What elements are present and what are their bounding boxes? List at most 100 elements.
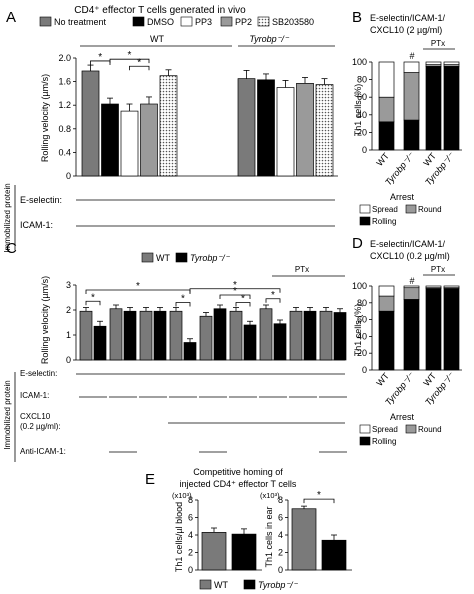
- panel-e-ear-y-tick-label: 6: [278, 513, 283, 523]
- panel-e-blood-chart: 0 2 4 6 8: [188, 495, 262, 575]
- panel-c-legend-swatch-wt: [141, 252, 154, 263]
- panel-d-stacked-segment: [425, 288, 442, 371]
- panel-e-ylabel-right: Th1 cells in ear: [264, 506, 274, 567]
- panel-a-significance-star: *: [128, 50, 132, 61]
- panel-c-bar: [303, 310, 317, 361]
- panel-d-y-tick-label: 80: [357, 298, 367, 308]
- legend-swatch-pp3: [180, 16, 193, 27]
- panel-a-row-eselectin: E-selectin:: [20, 195, 62, 205]
- panel-d-legend-swatch-spread: [359, 424, 371, 434]
- panel-e-ear-y-tick-label: 0: [278, 565, 283, 575]
- panel-a-significance-star: *: [98, 52, 102, 63]
- panel-b-hash: #: [409, 51, 414, 61]
- panel-a-y-tick-label: 0: [66, 171, 71, 181]
- panel-c-bar: [319, 310, 333, 361]
- panel-b-y-tick-label: 60: [357, 92, 367, 102]
- panel-b-legend-swatch-rolling: [359, 216, 371, 226]
- panel-d-stacked-segment: [403, 285, 420, 289]
- panel-c-bar: [79, 310, 93, 361]
- panel-a-group-wt: WT: [150, 34, 164, 44]
- panel-c-bar: [273, 323, 287, 361]
- panel-a-y-tick-label: 0.8: [58, 124, 71, 134]
- panel-d-stacked-segment: [378, 285, 395, 297]
- panel-d-legend-rolling: Rolling: [372, 437, 396, 446]
- panel-e-ear-significance-star: *: [317, 490, 321, 501]
- panel-e-legend-ko: Tyrobp⁻/⁻: [258, 580, 299, 590]
- panel-a-label: A: [6, 9, 16, 26]
- panel-d-y-tick-label: 60: [357, 315, 367, 325]
- panel-c-row-cxcl10-1: CXCL10: [20, 412, 51, 421]
- panel-e-blood-y-tick-label: 8: [188, 495, 193, 505]
- panel-a-ylabel: Rolling velocity (µm/s): [40, 74, 50, 162]
- panel-b-legend: Spread Round Rolling: [359, 204, 442, 226]
- panel-b-stacked-segment: [378, 96, 395, 123]
- panel-b-stacked-segment: [403, 72, 420, 121]
- panel-b-y-tick-label: 0: [362, 145, 367, 155]
- legend-pp3: PP3: [195, 17, 212, 27]
- panel-a-bar: [101, 103, 119, 177]
- panel-b-title-1: E-selectin/ICAM-1/: [370, 13, 446, 23]
- panel-c-significance-star: *: [136, 281, 140, 292]
- panel-b-x-tick-label: WT: [374, 150, 391, 168]
- panel-d-legend-spread: Spread: [372, 425, 398, 434]
- panel-a-bar: [257, 79, 275, 177]
- panel-c-y-tick-label: 0: [66, 355, 71, 365]
- panel-c-label: C: [6, 240, 17, 257]
- panel-e-blood-bar: [231, 533, 257, 571]
- panel-e-ear-y-tick-label: 8: [278, 495, 283, 505]
- panel-c-immobilized-label: Immobilized protein: [3, 380, 12, 449]
- panel-e-title-2: injected CD4⁺ effector T cells: [180, 479, 297, 489]
- panel-c-significance-bracket: [219, 294, 251, 299]
- panel-a-significance-bracket: [129, 65, 150, 71]
- panel-a-bar: [120, 110, 139, 177]
- panel-d-stacked-segment: [403, 299, 420, 371]
- panel-b-y-tick-label: 100: [352, 57, 367, 67]
- panel-b-stacked-segment: [443, 61, 460, 65]
- panel-c-bar: [229, 310, 243, 361]
- panel-e-label: E: [145, 471, 155, 488]
- panel-c-bar: [183, 342, 197, 361]
- panel-d-arrest: Arrest: [390, 412, 415, 422]
- panel-d-x-tick-label: WT: [374, 370, 391, 388]
- panel-e-blood-y-tick-label: 4: [188, 530, 193, 540]
- panel-d-y-tick-label: 40: [357, 331, 367, 341]
- panel-b-legend-swatch-round: [405, 204, 417, 214]
- panel-c-legend-swatch-ko: [175, 252, 188, 263]
- panel-a-group-ko: Tyrobp⁻/⁻: [249, 34, 290, 44]
- panel-c-significance-bracket: [235, 302, 251, 307]
- panel-c-row-eselectin: E-selectin:: [20, 369, 57, 378]
- legend-dmso: DMSO: [147, 17, 174, 27]
- panel-b-stacked-segment: [425, 61, 442, 65]
- panel-e-ear-bar: [291, 508, 317, 571]
- panel-c-legend-ko: Tyrobp⁻/⁻: [190, 253, 231, 263]
- panel-d-stacked-segment: [425, 285, 442, 289]
- panel-a-chart: 0 0.4 0.8 1.2 1.6 2.0 * * *: [58, 50, 338, 181]
- panel-e-blood-y-tick-label: 2: [188, 548, 193, 558]
- panel-e-blood-bar: [201, 532, 227, 571]
- panel-c-bar: [213, 308, 227, 361]
- panel-e-left-multiplier: (x10³): [172, 491, 192, 500]
- panel-d-legend: Spread Round Rolling: [359, 424, 442, 446]
- panel-a-bar: [237, 78, 256, 177]
- panel-b-stacked-segment: [403, 119, 420, 151]
- panel-a-y-tick-label: 0.4: [58, 147, 71, 157]
- panel-c-significance-star: *: [181, 294, 185, 305]
- panel-c-bar: [109, 308, 123, 361]
- panel-a-bar: [159, 75, 178, 177]
- panel-a-bar: [296, 83, 314, 177]
- panel-c-legend-wt: WT: [156, 253, 170, 263]
- panel-c-y-tick-label: 1: [66, 330, 71, 340]
- panel-a-bar: [276, 87, 295, 177]
- panel-c-significance-star: *: [271, 290, 275, 301]
- panel-e-blood-y-tick-label: 6: [188, 513, 193, 523]
- panel-b-stacked-segment: [443, 66, 460, 151]
- panel-b-stacked-segment: [403, 61, 420, 73]
- panel-e-ylabel-left: Th1 cells/µl blood: [174, 502, 184, 572]
- panel-e-ear-y-tick-label: 4: [278, 530, 283, 540]
- panel-b-stacked-segment: [378, 61, 395, 98]
- panel-c-ptx: PTx: [295, 265, 309, 274]
- panel-c-bar: [153, 310, 167, 361]
- panel-b-y-tick-label: 40: [357, 110, 367, 120]
- legend-swatch-dmso: [132, 16, 145, 27]
